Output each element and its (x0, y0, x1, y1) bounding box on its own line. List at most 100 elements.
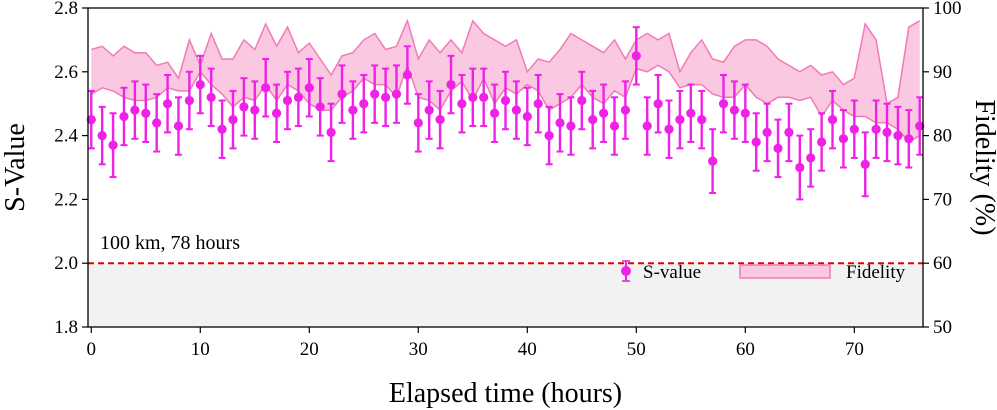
y-tick-label: 2.8 (54, 0, 78, 19)
s-value-marker (544, 131, 554, 141)
s-value-point (282, 70, 293, 131)
s-value-point (522, 86, 532, 147)
s-value-point (162, 73, 173, 134)
s-value-point (838, 109, 849, 169)
s-value-point (152, 93, 162, 153)
s-value-point (860, 131, 870, 198)
s-value-marker (751, 137, 761, 147)
s-value-point (620, 80, 631, 140)
s-value-point (784, 102, 794, 163)
s-value-point (599, 83, 609, 143)
y-tick-label: 2.6 (54, 62, 78, 83)
y-tick-label: 2.4 (54, 126, 78, 147)
s-value-marker (522, 111, 532, 122)
s-value-marker (762, 127, 772, 138)
s-value-marker (773, 143, 783, 153)
s-value-marker (686, 108, 696, 118)
s-value-point (631, 26, 641, 86)
s-value-marker (489, 108, 500, 118)
s-value-point (751, 112, 761, 172)
s-value-marker (261, 83, 271, 93)
s-value-marker (162, 99, 173, 109)
s-value-marker (609, 121, 620, 131)
s-value-marker (206, 92, 216, 102)
fidelity-upper-line (91, 18, 921, 105)
s-value-point (141, 83, 151, 143)
s-value-marker (195, 79, 205, 90)
s-value-point (184, 70, 194, 131)
s-value-marker (904, 134, 914, 144)
x-tick-label: 70 (845, 339, 864, 360)
s-value-point (642, 96, 652, 156)
s-value-marker (326, 127, 336, 138)
s-value-marker (304, 83, 314, 93)
legend-label-s-value: S-value (643, 262, 701, 283)
s-value-marker (697, 115, 707, 125)
s-value-point (108, 112, 118, 179)
legend-s-value-marker (621, 266, 631, 276)
s-value-point (566, 96, 576, 156)
s-value-marker (130, 105, 140, 115)
s-value-marker (315, 102, 325, 112)
s-value-marker (718, 99, 729, 109)
y2-axis-title: Fidelity (%) (969, 99, 997, 235)
x-axis-title: Elapsed time (hours) (389, 378, 622, 409)
s-value-marker (337, 89, 347, 99)
y2-tick-label: 80 (933, 126, 952, 147)
s-value-point (261, 58, 271, 118)
s-value-point (468, 67, 478, 128)
s-value-marker (729, 105, 740, 115)
s-value-point (195, 54, 205, 115)
s-value-point (806, 128, 816, 188)
s-value-point (904, 109, 914, 169)
s-value-point (500, 70, 511, 131)
s-value-marker (271, 108, 282, 118)
s-value-point (697, 89, 707, 150)
s-value-point (795, 134, 805, 201)
s-value-point (304, 58, 314, 118)
s-value-marker (424, 105, 434, 115)
s-value-point (609, 96, 620, 156)
s-value-marker (653, 99, 663, 109)
s-value-point (402, 45, 412, 105)
s-value-marker (391, 89, 402, 99)
s-value-marker (413, 118, 423, 128)
s-value-point (315, 77, 325, 137)
s-value-point (424, 80, 434, 140)
s-value-point (446, 54, 456, 115)
s-value-marker (348, 105, 358, 115)
x-tick-label: 40 (518, 339, 537, 360)
y2-tick-label: 100 (933, 0, 962, 19)
s-value-marker (599, 108, 609, 118)
s-value-marker (250, 105, 260, 115)
s-value-point (457, 73, 467, 134)
s-value-marker (108, 140, 118, 150)
s-value-point (86, 89, 96, 150)
x-tick-label: 0 (87, 339, 97, 360)
s-value-point (489, 83, 500, 143)
s-value-marker (86, 115, 96, 125)
y-axis-title: S-Value (0, 123, 31, 212)
s-value-point (511, 80, 522, 140)
s-value-marker (577, 95, 587, 106)
s-value-marker (359, 99, 369, 109)
s-value-point (555, 93, 565, 153)
s-value-marker (915, 121, 925, 131)
s-value-marker (631, 51, 641, 61)
s-value-point (773, 118, 783, 179)
s-value-marker (380, 92, 391, 102)
s-value-point (871, 99, 881, 159)
s-value-point (228, 89, 238, 150)
s-value-marker (173, 121, 184, 131)
s-value-marker (664, 124, 674, 134)
s-value-marker (217, 124, 227, 134)
legend-fidelity-swatch (739, 264, 831, 279)
s-value-marker (402, 70, 412, 80)
s-value-marker (806, 153, 816, 163)
y-tick-label: 2.0 (54, 253, 78, 274)
s-value-point (686, 83, 696, 143)
s-value-point (882, 102, 892, 163)
s-value-point (544, 105, 554, 166)
s-value-marker (838, 134, 849, 144)
